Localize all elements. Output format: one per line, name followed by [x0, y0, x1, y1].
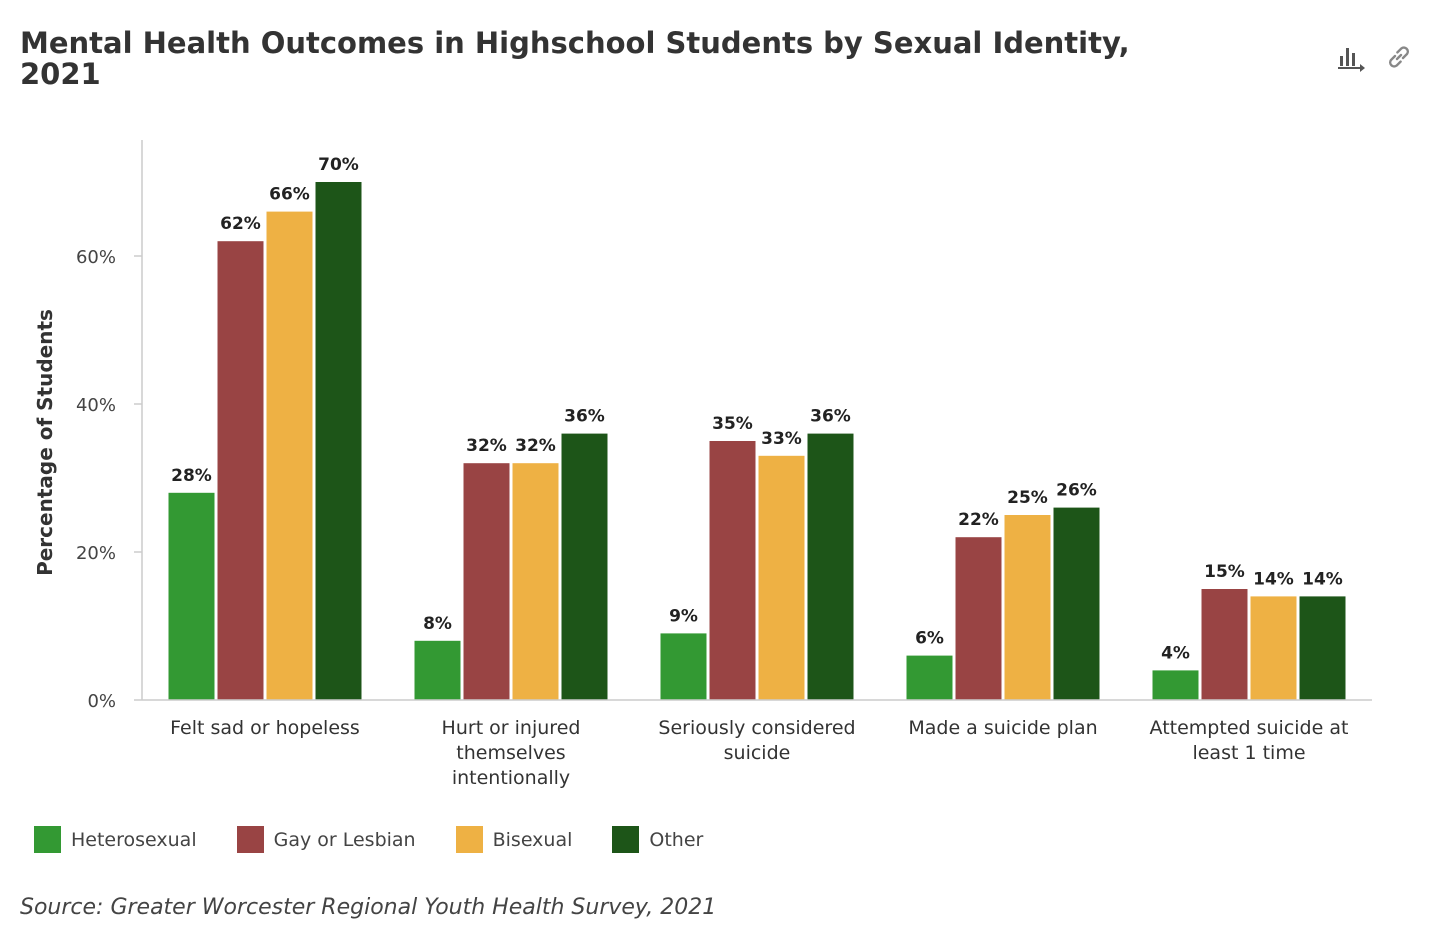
- data-label: 70%: [318, 155, 359, 175]
- legend-swatch-heterosexual: [34, 826, 61, 853]
- legend-label: Bisexual: [492, 828, 573, 851]
- data-label: 4%: [1161, 643, 1190, 663]
- legend-swatch-other: [612, 826, 640, 853]
- x-tick-label-line: Felt sad or hopeless: [170, 717, 360, 739]
- data-label: 26%: [1056, 481, 1097, 501]
- data-label: 36%: [810, 407, 851, 427]
- bar: [1152, 670, 1199, 700]
- data-label: 32%: [515, 436, 556, 456]
- legend-item-other[interactable]: Other: [612, 826, 703, 853]
- data-label: 22%: [958, 510, 999, 530]
- legend-label: Other: [649, 828, 704, 851]
- data-label: 62%: [220, 214, 261, 234]
- x-tick-label: Felt sad or hopeless: [170, 717, 360, 739]
- bar: [1004, 515, 1051, 700]
- x-tick-label-line: Seriously considered: [658, 717, 855, 739]
- bar: [660, 633, 707, 700]
- legend-label: Gay or Lesbian: [273, 828, 416, 851]
- chart-plot: 0% 20% 40% 60% Percentage of Students 28% 62% 6…: [33, 140, 1372, 789]
- bar: [1250, 596, 1297, 700]
- bar: [1201, 589, 1248, 700]
- chart-data-icon[interactable]: [1334, 40, 1368, 74]
- data-label: 28%: [171, 466, 212, 486]
- source-note: Source: Greater Worcester Regional Youth…: [20, 895, 717, 920]
- legend-item-bisexual[interactable]: Bisexual: [455, 826, 573, 853]
- y-tick-label: 20%: [76, 543, 116, 564]
- data-label: 6%: [915, 629, 944, 649]
- x-tick-label-line: intentionally: [452, 767, 570, 789]
- bar: [266, 211, 313, 700]
- data-label: 14%: [1253, 569, 1294, 589]
- y-axis-title: Percentage of Students: [33, 309, 57, 576]
- x-tick-label: Hurt or injured themselves intentionally: [442, 717, 581, 789]
- bar: [955, 537, 1002, 700]
- bar: [315, 182, 362, 700]
- legend-label: Heterosexual: [71, 828, 197, 851]
- x-tick-label-line: Attempted suicide at: [1150, 717, 1349, 739]
- y-tick-label: 0%: [87, 691, 116, 712]
- data-label: 36%: [564, 407, 605, 427]
- legend: Heterosexual Gay or Lesbian Bisexual Oth…: [34, 826, 743, 853]
- y-tick-label: 40%: [76, 395, 116, 416]
- x-tick-label-line: Hurt or injured: [442, 717, 581, 739]
- data-label: 25%: [1007, 488, 1048, 508]
- x-tick-label-line: Made a suicide plan: [908, 717, 1097, 739]
- data-label: 66%: [269, 185, 310, 205]
- bar: [168, 492, 215, 700]
- x-tick-label-line: themselves: [456, 742, 565, 764]
- data-label: 33%: [761, 429, 802, 449]
- x-tick-label-line: least 1 time: [1192, 742, 1305, 764]
- data-label: 9%: [669, 606, 698, 626]
- legend-item-gay-or-lesbian[interactable]: Gay or Lesbian: [236, 826, 416, 853]
- bar: [906, 655, 953, 700]
- x-tick-label-line: suicide: [724, 742, 791, 764]
- x-tick-label: Seriously considered suicide: [658, 717, 855, 764]
- legend-item-heterosexual[interactable]: Heterosexual: [34, 826, 197, 853]
- x-tick-label: Attempted suicide at least 1 time: [1150, 717, 1349, 764]
- legend-swatch-gay-or-lesbian: [236, 826, 264, 853]
- bar: [807, 433, 854, 700]
- bar: [512, 463, 559, 700]
- data-label: 35%: [712, 414, 753, 434]
- legend-swatch-bisexual: [455, 826, 483, 853]
- data-label: 8%: [423, 614, 452, 634]
- bar: [1053, 507, 1100, 700]
- chart-toolbar: [1334, 40, 1416, 74]
- bar: [758, 455, 805, 700]
- bar: [414, 640, 461, 700]
- x-tick-label: Made a suicide plan: [908, 717, 1097, 739]
- bar: [217, 241, 264, 700]
- data-label: 14%: [1302, 569, 1343, 589]
- bar: [1299, 596, 1346, 700]
- chart-title: Mental Health Outcomes in Highschool Stu…: [20, 26, 1130, 91]
- link-icon[interactable]: [1382, 40, 1416, 74]
- bar: [561, 433, 608, 700]
- bar: [709, 441, 756, 700]
- data-label: 15%: [1204, 562, 1245, 582]
- data-label: 32%: [466, 436, 507, 456]
- bar: [463, 463, 510, 700]
- y-tick-label: 60%: [76, 247, 116, 268]
